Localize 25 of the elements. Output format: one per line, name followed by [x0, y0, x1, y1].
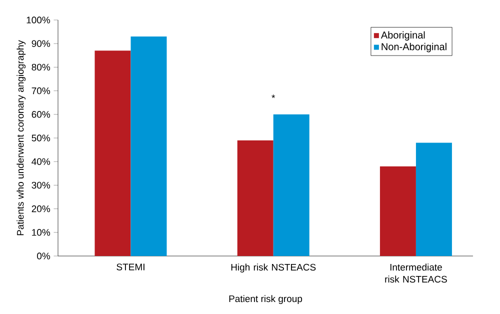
y-tick-label: 20% — [32, 205, 50, 212]
bar — [237, 140, 274, 256]
y-tick-label: 40% — [32, 158, 50, 165]
legend-label: Aboriginal — [380, 31, 425, 41]
x-tick-label: High risk NSTEACS — [231, 264, 316, 272]
y-axis-title: Patients who underwent coronary angiography — [16, 40, 26, 236]
y-tick-label: 10% — [32, 229, 50, 236]
bar — [273, 114, 310, 256]
y-tick-label: 90% — [32, 40, 50, 47]
y-tick-label: 80% — [32, 64, 50, 71]
legend-label: Non-Aboriginal — [382, 42, 446, 52]
x-axis-title: Patient risk group — [229, 295, 302, 304]
annotation: * — [272, 94, 276, 98]
y-tick-label: 50% — [32, 134, 50, 142]
y-tick-label: 60% — [32, 111, 50, 118]
bar — [130, 36, 167, 256]
y-tick-label: 30% — [32, 182, 50, 189]
bar — [416, 142, 452, 256]
bar — [380, 166, 416, 256]
x-tick-label: Intermediate risk NSTEACS — [385, 264, 447, 283]
y-tick-label: 0% — [37, 252, 50, 260]
y-tick-label: 70% — [32, 87, 50, 94]
x-tick-label: STEMI — [116, 264, 144, 270]
y-tick-label: 100% — [26, 16, 50, 24]
bar — [94, 50, 131, 256]
